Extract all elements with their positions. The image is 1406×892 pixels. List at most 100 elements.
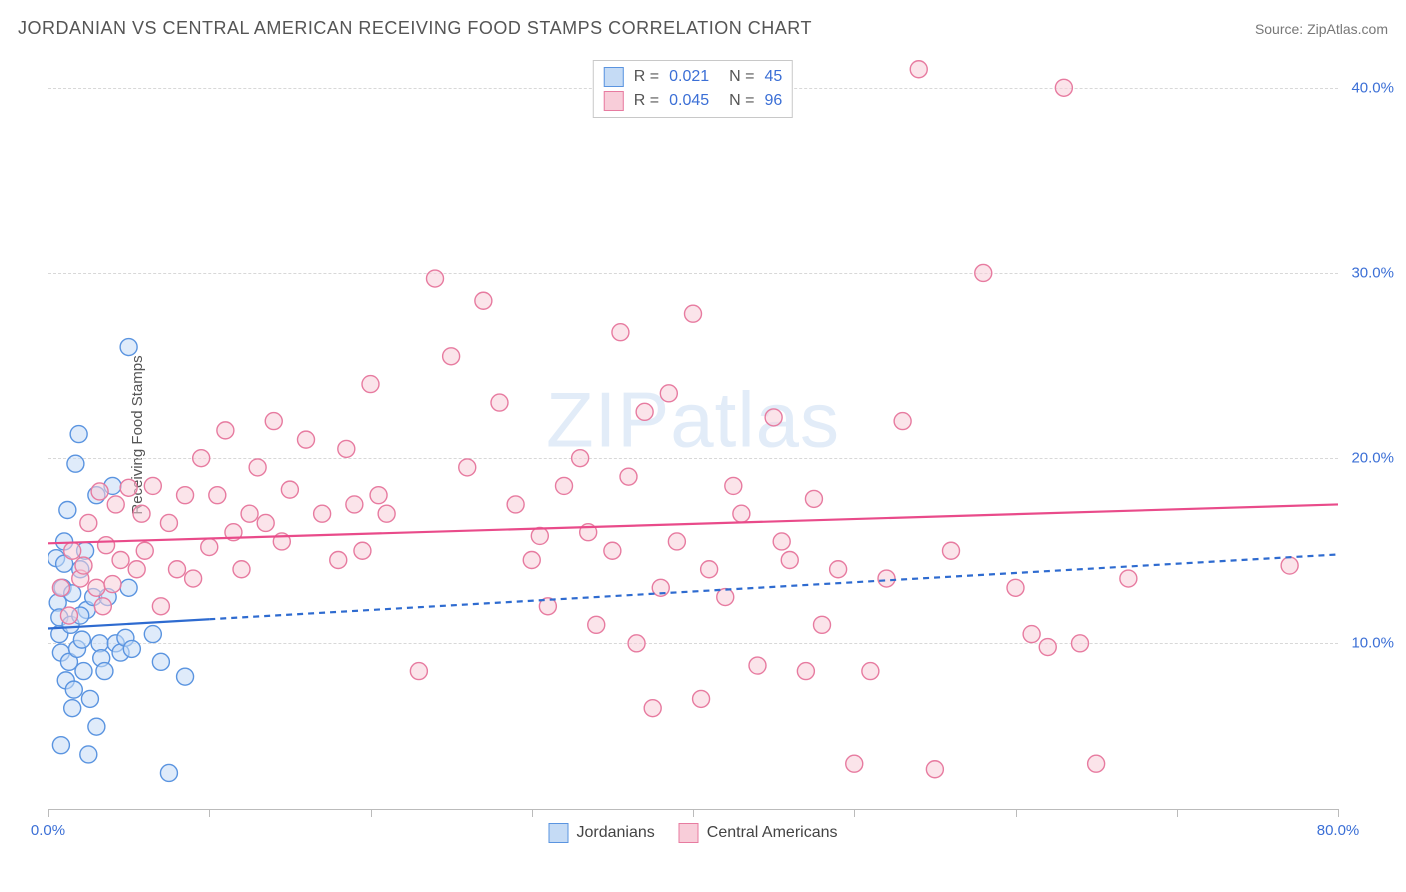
x-tick bbox=[1177, 809, 1178, 817]
scatter-point bbox=[120, 339, 137, 356]
scatter-point bbox=[59, 502, 76, 519]
scatter-point bbox=[298, 431, 315, 448]
scatter-point bbox=[507, 496, 524, 513]
scatter-point bbox=[104, 576, 121, 593]
scatter-point bbox=[265, 413, 282, 430]
scatter-point bbox=[636, 403, 653, 420]
scatter-point bbox=[152, 598, 169, 615]
y-tick-label: 30.0% bbox=[1351, 264, 1394, 281]
scatter-point bbox=[120, 479, 137, 496]
scatter-point bbox=[572, 450, 589, 467]
scatter-point bbox=[91, 483, 108, 500]
r-value: 0.045 bbox=[669, 89, 719, 113]
scatter-point bbox=[67, 455, 84, 472]
scatter-point bbox=[701, 561, 718, 578]
scatter-point bbox=[107, 496, 124, 513]
scatter-point bbox=[169, 561, 186, 578]
legend-swatch bbox=[549, 823, 569, 843]
scatter-point bbox=[910, 61, 927, 78]
plot-area: Receiving Food Stamps ZIPatlas R =0.021N… bbox=[48, 60, 1338, 810]
x-tick bbox=[48, 809, 49, 817]
scatter-point bbox=[975, 264, 992, 281]
scatter-point bbox=[201, 539, 218, 556]
scatter-point bbox=[878, 570, 895, 587]
scatter-point bbox=[378, 505, 395, 522]
n-label: N = bbox=[729, 89, 754, 113]
scatter-point bbox=[862, 663, 879, 680]
scatter-point bbox=[314, 505, 331, 522]
scatter-point bbox=[685, 305, 702, 322]
scatter-point bbox=[64, 700, 81, 717]
r-value: 0.021 bbox=[669, 65, 719, 89]
legend-stat-row: R = 0.021 N = 45 bbox=[604, 65, 782, 89]
scatter-point bbox=[249, 459, 266, 476]
scatter-point bbox=[177, 668, 194, 685]
scatter-point bbox=[733, 505, 750, 522]
legend-label: Jordanians bbox=[577, 824, 655, 842]
x-tick bbox=[854, 809, 855, 817]
scatter-point bbox=[193, 450, 210, 467]
scatter-point bbox=[1072, 635, 1089, 652]
scatter-point bbox=[128, 561, 145, 578]
n-value: 45 bbox=[764, 65, 782, 89]
scatter-point bbox=[693, 690, 710, 707]
scatter-point bbox=[73, 631, 90, 648]
scatter-point bbox=[781, 552, 798, 569]
scatter-point bbox=[65, 681, 82, 698]
scatter-point bbox=[94, 598, 111, 615]
scatter-point bbox=[362, 376, 379, 393]
scatter-point bbox=[660, 385, 677, 402]
legend-stat-row: R =0.045N =96 bbox=[604, 89, 782, 113]
chart-title: JORDANIAN VS CENTRAL AMERICAN RECEIVING … bbox=[18, 18, 812, 39]
x-tick bbox=[209, 809, 210, 817]
scatter-point bbox=[531, 527, 548, 544]
scatter-point bbox=[1055, 79, 1072, 96]
scatter-point bbox=[281, 481, 298, 498]
scatter-point bbox=[80, 514, 97, 531]
scatter-point bbox=[604, 542, 621, 559]
scatter-point bbox=[717, 589, 734, 606]
scatter-point bbox=[1023, 626, 1040, 643]
scatter-point bbox=[797, 663, 814, 680]
scatter-point bbox=[668, 533, 685, 550]
scatter-point bbox=[136, 542, 153, 559]
scatter-point bbox=[209, 487, 226, 504]
x-tick bbox=[371, 809, 372, 817]
x-tick bbox=[532, 809, 533, 817]
scatter-point bbox=[1088, 755, 1105, 772]
scatter-point bbox=[556, 477, 573, 494]
chart-source: Source: ZipAtlas.com bbox=[1255, 21, 1388, 37]
scatter-point bbox=[491, 394, 508, 411]
n-label: N = bbox=[729, 65, 754, 89]
legend-swatch bbox=[604, 67, 624, 87]
scatter-point bbox=[98, 537, 115, 554]
scatter-point bbox=[88, 718, 105, 735]
scatter-point bbox=[52, 737, 69, 754]
scatter-point bbox=[773, 533, 790, 550]
series-legend: Jordanians Central Americans bbox=[549, 823, 838, 843]
scatter-point bbox=[612, 324, 629, 341]
scatter-point bbox=[926, 761, 943, 778]
legend-item: Jordanians bbox=[549, 823, 655, 843]
scatter-point bbox=[152, 653, 169, 670]
scatter-point bbox=[80, 746, 97, 763]
correlation-legend: R =0.021N =45R =0.045N =96 bbox=[593, 60, 793, 118]
scatter-point bbox=[410, 663, 427, 680]
scatter-point bbox=[75, 557, 92, 574]
scatter-point bbox=[81, 690, 98, 707]
scatter-point bbox=[620, 468, 637, 485]
scatter-point bbox=[588, 616, 605, 633]
r-label: R = bbox=[634, 89, 659, 113]
r-label: R = bbox=[634, 65, 659, 89]
x-tick-label: 0.0% bbox=[31, 822, 65, 839]
y-tick-label: 40.0% bbox=[1351, 79, 1394, 96]
y-tick-label: 10.0% bbox=[1351, 635, 1394, 652]
scatter-point bbox=[628, 635, 645, 652]
scatter-point bbox=[1281, 557, 1298, 574]
scatter-point bbox=[475, 292, 492, 309]
legend-label: Central Americans bbox=[707, 824, 838, 842]
scatter-point bbox=[177, 487, 194, 504]
scatter-point bbox=[64, 542, 81, 559]
scatter-point bbox=[1039, 639, 1056, 656]
x-tick bbox=[1016, 809, 1017, 817]
